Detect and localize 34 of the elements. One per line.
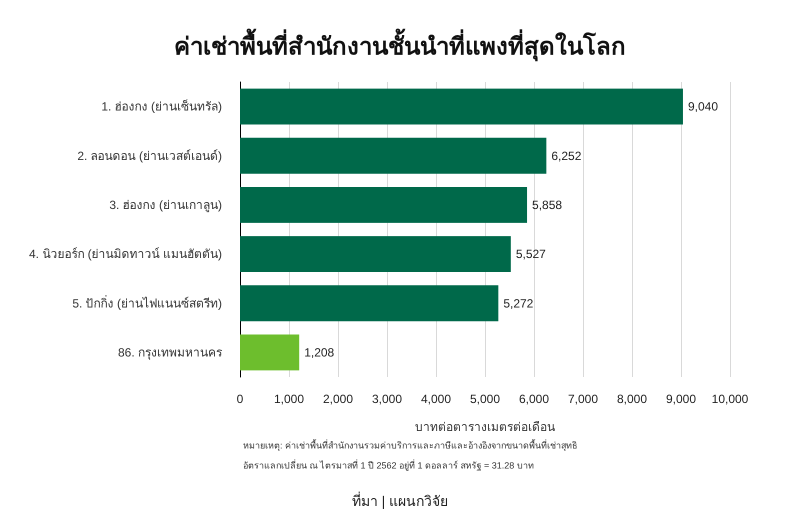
chart-title: ค่าเช่าพื้นที่สำนักงานชั้นนำที่แพงที่สุดในโลก <box>174 28 626 62</box>
x-axis-title: บาทต่อตารางเมตรต่อเดือน <box>415 420 555 434</box>
y-tick-label: 1. ฮ่องกง (ย่านเซ็นทรัล) <box>101 98 222 114</box>
y-tick-label: 3. ฮ่องกง (ย่านเกาลูน) <box>109 198 222 213</box>
y-tick-label: 5. ปักกิ่ง (ย่านไฟแนนซ์สตรีท) <box>72 294 222 310</box>
bar <box>240 88 683 125</box>
data-label: 5,858 <box>532 198 562 212</box>
x-tick-label: 0 <box>236 392 244 406</box>
x-tick-label: 7,000 <box>568 392 598 406</box>
y-tick-label: 4. นิวยอร์ก (ย่านมิดทาวน์ แมนฮัตตัน) <box>28 247 222 262</box>
text: อัตราแลกเปลี่ยน ณ ไตรมาสที่ 1 ปี 2562 อยู่ที่ 1 ดอลลาร์ สหรัฐ = 31.28 บาท <box>243 458 534 472</box>
data-label: 6,252 <box>551 148 582 163</box>
x-tick-label: 10,000 <box>712 392 749 406</box>
bar <box>240 285 498 322</box>
x-tick-label: 3,000 <box>372 392 402 406</box>
x-tick-label: 5,000 <box>470 392 500 406</box>
text: ที่มา | แผนกวิจัย <box>352 492 448 509</box>
x-tick-label: 8,000 <box>616 392 648 406</box>
bar <box>240 138 546 174</box>
data-label: 1,208 <box>304 345 335 360</box>
data-label: 5,527 <box>516 247 546 262</box>
x-tick-label: 6,000 <box>518 392 550 406</box>
x-tick-label: 4,000 <box>420 392 452 406</box>
x-tick-label: 1,000 <box>274 392 304 406</box>
text: หมายเหตุ: ค่าเช่าพื้นที่สำนักงานรวมค่าบริการและภาษีและอ้างอิงจากขนาดพื้นที่เช่าสุทธิ <box>243 438 578 452</box>
x-tick-label: 9,000 <box>666 392 696 406</box>
bar <box>240 186 528 223</box>
data-label: 9,040 <box>688 100 718 114</box>
y-tick-label: 86. กรุงเทพมหานคร <box>118 345 223 360</box>
x-tick-label: 2,000 <box>322 392 354 406</box>
y-tick-label: 2. ลอนดอน (ย่านเวสต์เอนด์) <box>77 148 222 163</box>
bar <box>240 334 300 370</box>
bar <box>240 236 511 272</box>
data-label: 5,272 <box>503 296 534 310</box>
